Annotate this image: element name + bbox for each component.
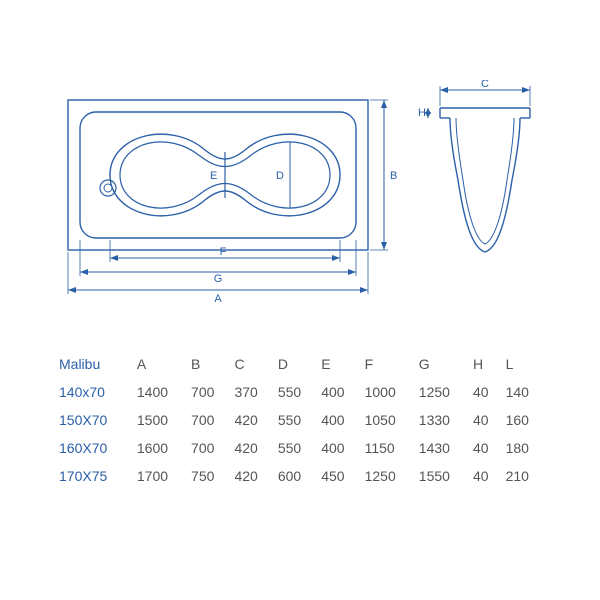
cell: 700 bbox=[187, 378, 230, 406]
row-name: 170X75 bbox=[55, 462, 133, 490]
dim-label-c: C bbox=[481, 80, 489, 90]
cell: 700 bbox=[187, 434, 230, 462]
col-header: E bbox=[317, 350, 360, 378]
dim-label-h: H bbox=[418, 107, 426, 119]
cell: 40 bbox=[469, 378, 502, 406]
table-row: 160X7016007004205504001150143040180 bbox=[55, 434, 545, 462]
cell: 1000 bbox=[361, 378, 415, 406]
cell: 600 bbox=[274, 462, 317, 490]
cell: 450 bbox=[317, 462, 360, 490]
dim-label-e: E bbox=[210, 170, 217, 182]
dim-label-d: D bbox=[276, 170, 284, 182]
cell: 1500 bbox=[133, 406, 187, 434]
cell: 700 bbox=[187, 406, 230, 434]
cell: 1430 bbox=[415, 434, 469, 462]
technical-diagram: D E F G A bbox=[50, 80, 550, 320]
row-name: 140x70 bbox=[55, 378, 133, 406]
table-row: 150X7015007004205504001050133040160 bbox=[55, 406, 545, 434]
col-header: H bbox=[469, 350, 502, 378]
dim-label-b: B bbox=[390, 170, 397, 182]
cell: 40 bbox=[469, 434, 502, 462]
cell: 1400 bbox=[133, 378, 187, 406]
col-header: B bbox=[187, 350, 230, 378]
col-header: L bbox=[502, 350, 545, 378]
col-header: F bbox=[361, 350, 415, 378]
product-name: Malibu bbox=[55, 350, 133, 378]
dim-label-g: G bbox=[214, 273, 223, 285]
dimensions-table: Malibu A B C D E F G H L 140x70140070037… bbox=[55, 350, 545, 490]
cell: 210 bbox=[502, 462, 545, 490]
cell: 160 bbox=[502, 406, 545, 434]
cell: 420 bbox=[230, 462, 273, 490]
table-row: 170X7517007504206004501250155040210 bbox=[55, 462, 545, 490]
cell: 370 bbox=[230, 378, 273, 406]
row-name: 160X70 bbox=[55, 434, 133, 462]
cell: 1700 bbox=[133, 462, 187, 490]
cell: 420 bbox=[230, 434, 273, 462]
cell: 40 bbox=[469, 406, 502, 434]
cell: 1250 bbox=[361, 462, 415, 490]
cell: 180 bbox=[502, 434, 545, 462]
table-header-row: Malibu A B C D E F G H L bbox=[55, 350, 545, 378]
dim-label-a: A bbox=[214, 293, 222, 305]
tub-side-view: C H bbox=[418, 80, 530, 252]
tub-top-view: D E F G A bbox=[68, 100, 397, 305]
cell: 1600 bbox=[133, 434, 187, 462]
cell: 1330 bbox=[415, 406, 469, 434]
cell: 1250 bbox=[415, 378, 469, 406]
cell: 400 bbox=[317, 378, 360, 406]
cell: 1150 bbox=[361, 434, 415, 462]
cell: 1550 bbox=[415, 462, 469, 490]
cell: 550 bbox=[274, 434, 317, 462]
cell: 550 bbox=[274, 378, 317, 406]
cell: 750 bbox=[187, 462, 230, 490]
cell: 400 bbox=[317, 434, 360, 462]
cell: 40 bbox=[469, 462, 502, 490]
cell: 1050 bbox=[361, 406, 415, 434]
cell: 420 bbox=[230, 406, 273, 434]
col-header: G bbox=[415, 350, 469, 378]
cell: 140 bbox=[502, 378, 545, 406]
col-header: C bbox=[230, 350, 273, 378]
col-header: D bbox=[274, 350, 317, 378]
table-row: 140x7014007003705504001000125040140 bbox=[55, 378, 545, 406]
col-header: A bbox=[133, 350, 187, 378]
cell: 550 bbox=[274, 406, 317, 434]
cell: 400 bbox=[317, 406, 360, 434]
row-name: 150X70 bbox=[55, 406, 133, 434]
dim-label-f: F bbox=[220, 246, 227, 258]
